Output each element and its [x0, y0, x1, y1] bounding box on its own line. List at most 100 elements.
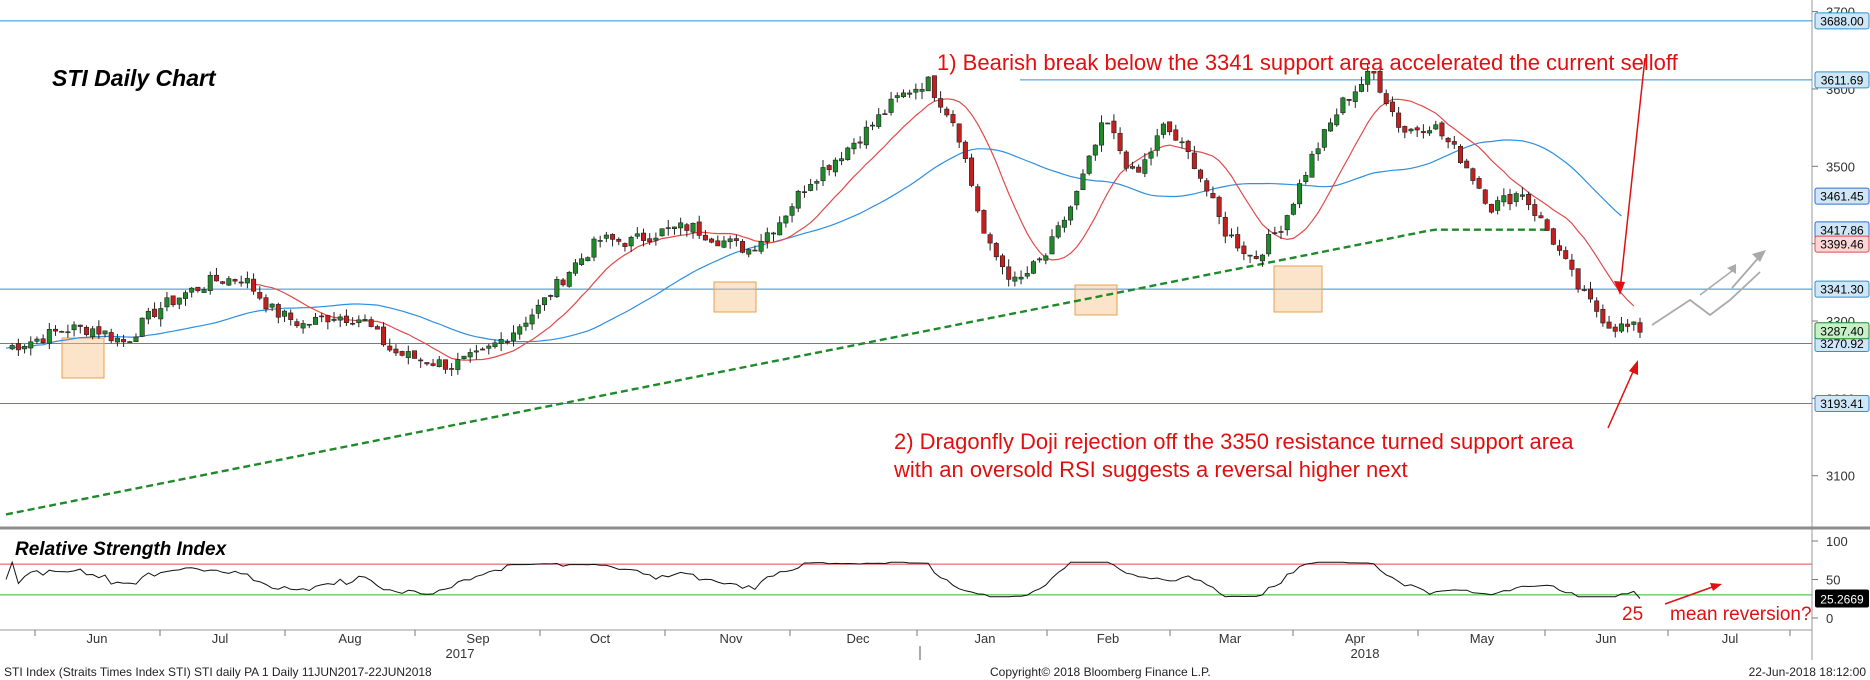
candle-body — [585, 257, 591, 262]
candle-body — [1259, 254, 1265, 262]
candle-body — [839, 158, 845, 162]
candle-body — [913, 88, 919, 93]
candle-body — [1198, 169, 1204, 179]
candle-body — [541, 297, 547, 306]
candle-body — [894, 95, 900, 98]
candle-body — [139, 317, 145, 337]
candle-body — [34, 338, 40, 342]
candle-body — [820, 167, 826, 182]
candle-body — [1012, 276, 1018, 282]
candle-body — [702, 234, 708, 241]
x-tick-label: Sep — [466, 631, 489, 646]
candle-body — [764, 232, 770, 242]
annotation-2-line-1: 2) Dragonfly Doji rejection off the 3350… — [894, 429, 1574, 454]
candle-body — [1383, 93, 1389, 105]
candle-body — [374, 326, 380, 330]
candle-body — [665, 227, 671, 229]
candle-body — [1185, 140, 1191, 152]
candle-body — [1154, 135, 1160, 151]
candle-body — [90, 328, 96, 338]
candle-body — [1241, 245, 1247, 254]
candle-body — [356, 319, 362, 324]
candle-body — [1420, 131, 1426, 133]
candle-body — [628, 236, 634, 247]
candle-body — [1625, 323, 1631, 327]
candle-body — [1358, 84, 1364, 92]
candle-body — [987, 234, 993, 244]
candle-body — [1538, 215, 1544, 219]
footer-right: 22-Jun-2018 18:12:00 — [1749, 665, 1867, 679]
projection-arrow-1-line — [1699, 267, 1737, 296]
candle-body — [1321, 129, 1327, 148]
candle-body — [671, 226, 677, 230]
candle-body — [938, 98, 944, 108]
candle-body — [121, 339, 127, 343]
candle-body — [1235, 234, 1241, 249]
candle-body — [529, 314, 535, 325]
candle-body — [1396, 112, 1402, 128]
candle-body — [244, 278, 250, 284]
value-tag — [1814, 322, 1870, 340]
candle-body — [1315, 148, 1321, 155]
candle-body — [1068, 206, 1074, 221]
candle-body — [696, 221, 702, 236]
rsi-last-tag — [1815, 589, 1869, 608]
candle-body — [65, 331, 71, 334]
candle-body — [170, 295, 176, 306]
candle-body — [1352, 91, 1358, 102]
candle-body — [461, 355, 467, 359]
x-tick-label: Jul — [212, 631, 229, 646]
candle-body — [467, 352, 473, 358]
candle-body — [1600, 308, 1606, 324]
candle-body — [381, 326, 387, 346]
candle-body — [226, 278, 232, 286]
candle-body — [325, 315, 331, 323]
candle-body — [1408, 128, 1414, 132]
candle-body — [83, 326, 89, 335]
candle-body — [164, 297, 170, 308]
candle-body — [832, 159, 838, 173]
value-tag-label: 3417.86 — [1820, 223, 1864, 237]
candle-body — [492, 342, 498, 348]
candle-body — [1575, 268, 1581, 290]
x-tick-label: Jun — [1596, 631, 1617, 646]
candle-body — [300, 323, 306, 329]
x-tick-label: Nov — [719, 631, 743, 646]
candle-body — [1297, 183, 1303, 205]
level-tag — [1814, 280, 1870, 298]
candle-body — [1303, 175, 1309, 183]
candle-body — [882, 113, 888, 115]
candle-body — [411, 350, 417, 359]
candle-body — [473, 350, 479, 353]
candle-body — [993, 243, 999, 258]
candle-body — [715, 240, 721, 247]
candle-body — [554, 278, 560, 298]
candle-body — [610, 234, 616, 240]
candle-body — [653, 237, 659, 241]
candle-body — [232, 279, 238, 282]
candle-body — [312, 316, 318, 325]
candle-body — [53, 328, 59, 332]
candle-body — [306, 323, 312, 326]
candle-body — [294, 321, 300, 327]
candle-body — [1284, 215, 1290, 231]
candle-body — [1074, 190, 1080, 206]
annotation-1-arrow — [1619, 57, 1646, 291]
candle-body — [1179, 141, 1185, 144]
candle-body — [1495, 200, 1501, 211]
candle-body — [1507, 194, 1513, 205]
candle-body — [1018, 276, 1024, 280]
candle-body — [783, 215, 789, 224]
candle-body — [133, 336, 139, 342]
axis-layer: 3100320033003400350036003700050100JunJul… — [34, 5, 1870, 646]
candle-body — [275, 304, 281, 318]
value-tag-label: 3461.45 — [1820, 190, 1864, 204]
candle-body — [1557, 245, 1563, 251]
candle-body — [1513, 193, 1519, 202]
candle-body — [114, 337, 120, 343]
x-tick-label: Aug — [338, 631, 361, 646]
candle-body — [15, 343, 21, 351]
candle-body — [876, 114, 882, 127]
candle-body — [1427, 130, 1433, 134]
candle-body — [511, 332, 517, 341]
